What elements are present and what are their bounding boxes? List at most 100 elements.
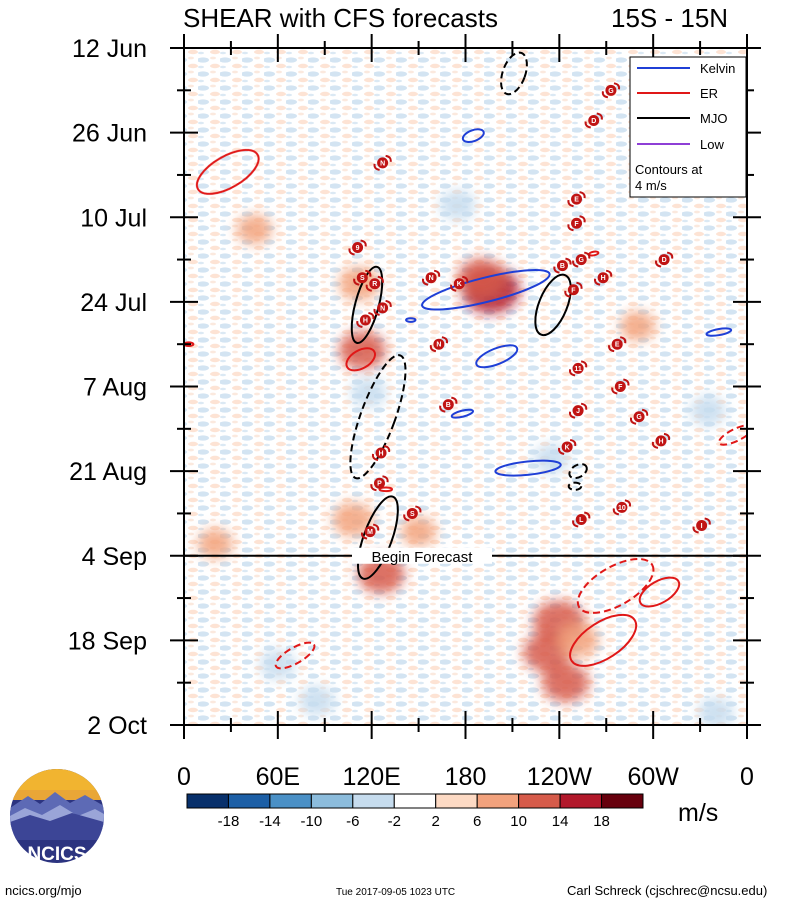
shear-blob xyxy=(542,663,590,703)
storm-disc xyxy=(655,435,667,447)
storm-label: N xyxy=(380,305,385,312)
storm-label: 11 xyxy=(574,366,582,373)
contour-er xyxy=(345,347,377,372)
colorbar-swatch xyxy=(601,793,644,809)
ncics-logo: NCICS xyxy=(10,769,104,865)
storm-marker: K xyxy=(558,438,577,455)
shear-blob xyxy=(332,502,374,537)
colorbar-label: 6 xyxy=(473,813,481,830)
storm-marker: G xyxy=(572,251,591,268)
contour-er xyxy=(717,423,747,446)
storm-disc xyxy=(442,399,454,411)
storm-disc xyxy=(453,278,465,290)
legend-note-line2: 4 m/s xyxy=(635,178,667,193)
colorbar-swatch xyxy=(393,793,437,809)
storm-swirl xyxy=(654,251,674,268)
storm-swirl xyxy=(608,336,627,353)
contour-mjo xyxy=(567,481,583,491)
storm-disc xyxy=(575,513,587,525)
shear-blob xyxy=(439,190,476,221)
colorbar-label: -6 xyxy=(346,813,359,830)
storm-marker: B xyxy=(553,257,572,274)
region-label: 15S - 15N xyxy=(611,3,728,33)
shear-blob xyxy=(400,516,437,547)
storm-swirl xyxy=(567,191,586,208)
shear-blob xyxy=(619,311,656,342)
storm-label: S xyxy=(410,511,415,518)
storm-disc xyxy=(571,217,583,229)
y-tick-label: 10 Jul xyxy=(80,204,147,232)
storm-label: N xyxy=(429,275,434,282)
contour-er xyxy=(638,576,681,608)
shear-blob xyxy=(299,685,335,716)
storm-swirl xyxy=(564,281,583,298)
storm-swirl xyxy=(584,112,603,129)
storm-marker: N xyxy=(373,299,392,316)
legend-label-er: ER xyxy=(700,86,718,101)
shear-blob xyxy=(236,214,273,245)
colorbar-label: -2 xyxy=(388,813,401,830)
storm-disc xyxy=(588,115,600,127)
storm-marker: R xyxy=(365,275,384,292)
legend-label-low: Low xyxy=(700,137,724,152)
x-tick-label: 180 xyxy=(445,763,487,791)
storm-label: H xyxy=(363,318,368,325)
storm-label: 10 xyxy=(618,505,626,512)
storm-disc xyxy=(561,441,573,453)
storm-marker: S xyxy=(403,505,422,522)
storm-swirl xyxy=(421,269,441,286)
y-tick-label: 2 Oct xyxy=(87,712,147,740)
contour-kelvin xyxy=(421,269,551,311)
x-tick-label: 0 xyxy=(177,763,191,791)
storm-disc xyxy=(696,520,708,532)
colorbar-swatch xyxy=(559,793,603,809)
storm-marker: F xyxy=(564,281,583,298)
contour-kelvin xyxy=(494,459,562,477)
x-tick-label: 0 xyxy=(740,763,754,791)
storm-disc xyxy=(575,254,587,266)
storm-label: H xyxy=(379,450,384,457)
contour-er xyxy=(569,613,638,667)
storm-label: K xyxy=(565,444,570,451)
colorbar-swatch xyxy=(518,793,561,809)
shear-blob xyxy=(197,528,234,559)
storm-swirl xyxy=(692,517,711,534)
legend-note-line1: Contours at xyxy=(635,162,703,177)
colorbar-swatch xyxy=(435,793,478,809)
storm-marker: K xyxy=(450,275,469,292)
storm-label: K xyxy=(457,281,462,288)
storm-swirl xyxy=(373,154,392,171)
storm-disc xyxy=(364,526,376,538)
footer-site-link[interactable]: ncics.org/mjo xyxy=(5,883,82,898)
storm-swirl xyxy=(572,511,591,528)
storm-swirl xyxy=(353,269,372,286)
storm-swirl xyxy=(439,396,458,413)
contour-er xyxy=(576,558,655,614)
storm-swirl xyxy=(356,312,375,328)
contour-mjo xyxy=(357,495,399,580)
storm-swirl xyxy=(612,499,632,516)
colorbar-label: 2 xyxy=(432,813,440,830)
y-tick-label: 18 Sep xyxy=(68,627,147,655)
legend: Kelvin ER MJO Low Contours at 4 m/s xyxy=(629,56,747,198)
storm-marker: 11 xyxy=(568,360,588,377)
colorbar-label: -14 xyxy=(259,813,281,830)
storm-disc xyxy=(373,477,385,489)
contour-er xyxy=(274,641,316,670)
shear-blob xyxy=(557,623,599,658)
storm-disc xyxy=(611,338,623,350)
contour-kelvin xyxy=(405,317,417,323)
colorbar-label: -10 xyxy=(301,813,323,830)
contour-er xyxy=(195,148,260,195)
storm-swirl xyxy=(553,257,572,274)
colorbar-swatch xyxy=(476,793,520,809)
contour-kelvin xyxy=(450,408,475,419)
legend-box xyxy=(629,56,747,198)
storm-marker: B xyxy=(439,396,458,413)
footer-author: Carl Schreck (cjschrec@ncsu.edu) xyxy=(567,883,767,898)
storm-swirl xyxy=(450,275,469,292)
storm-marker: D xyxy=(584,112,603,129)
storm-label: D xyxy=(662,257,667,264)
